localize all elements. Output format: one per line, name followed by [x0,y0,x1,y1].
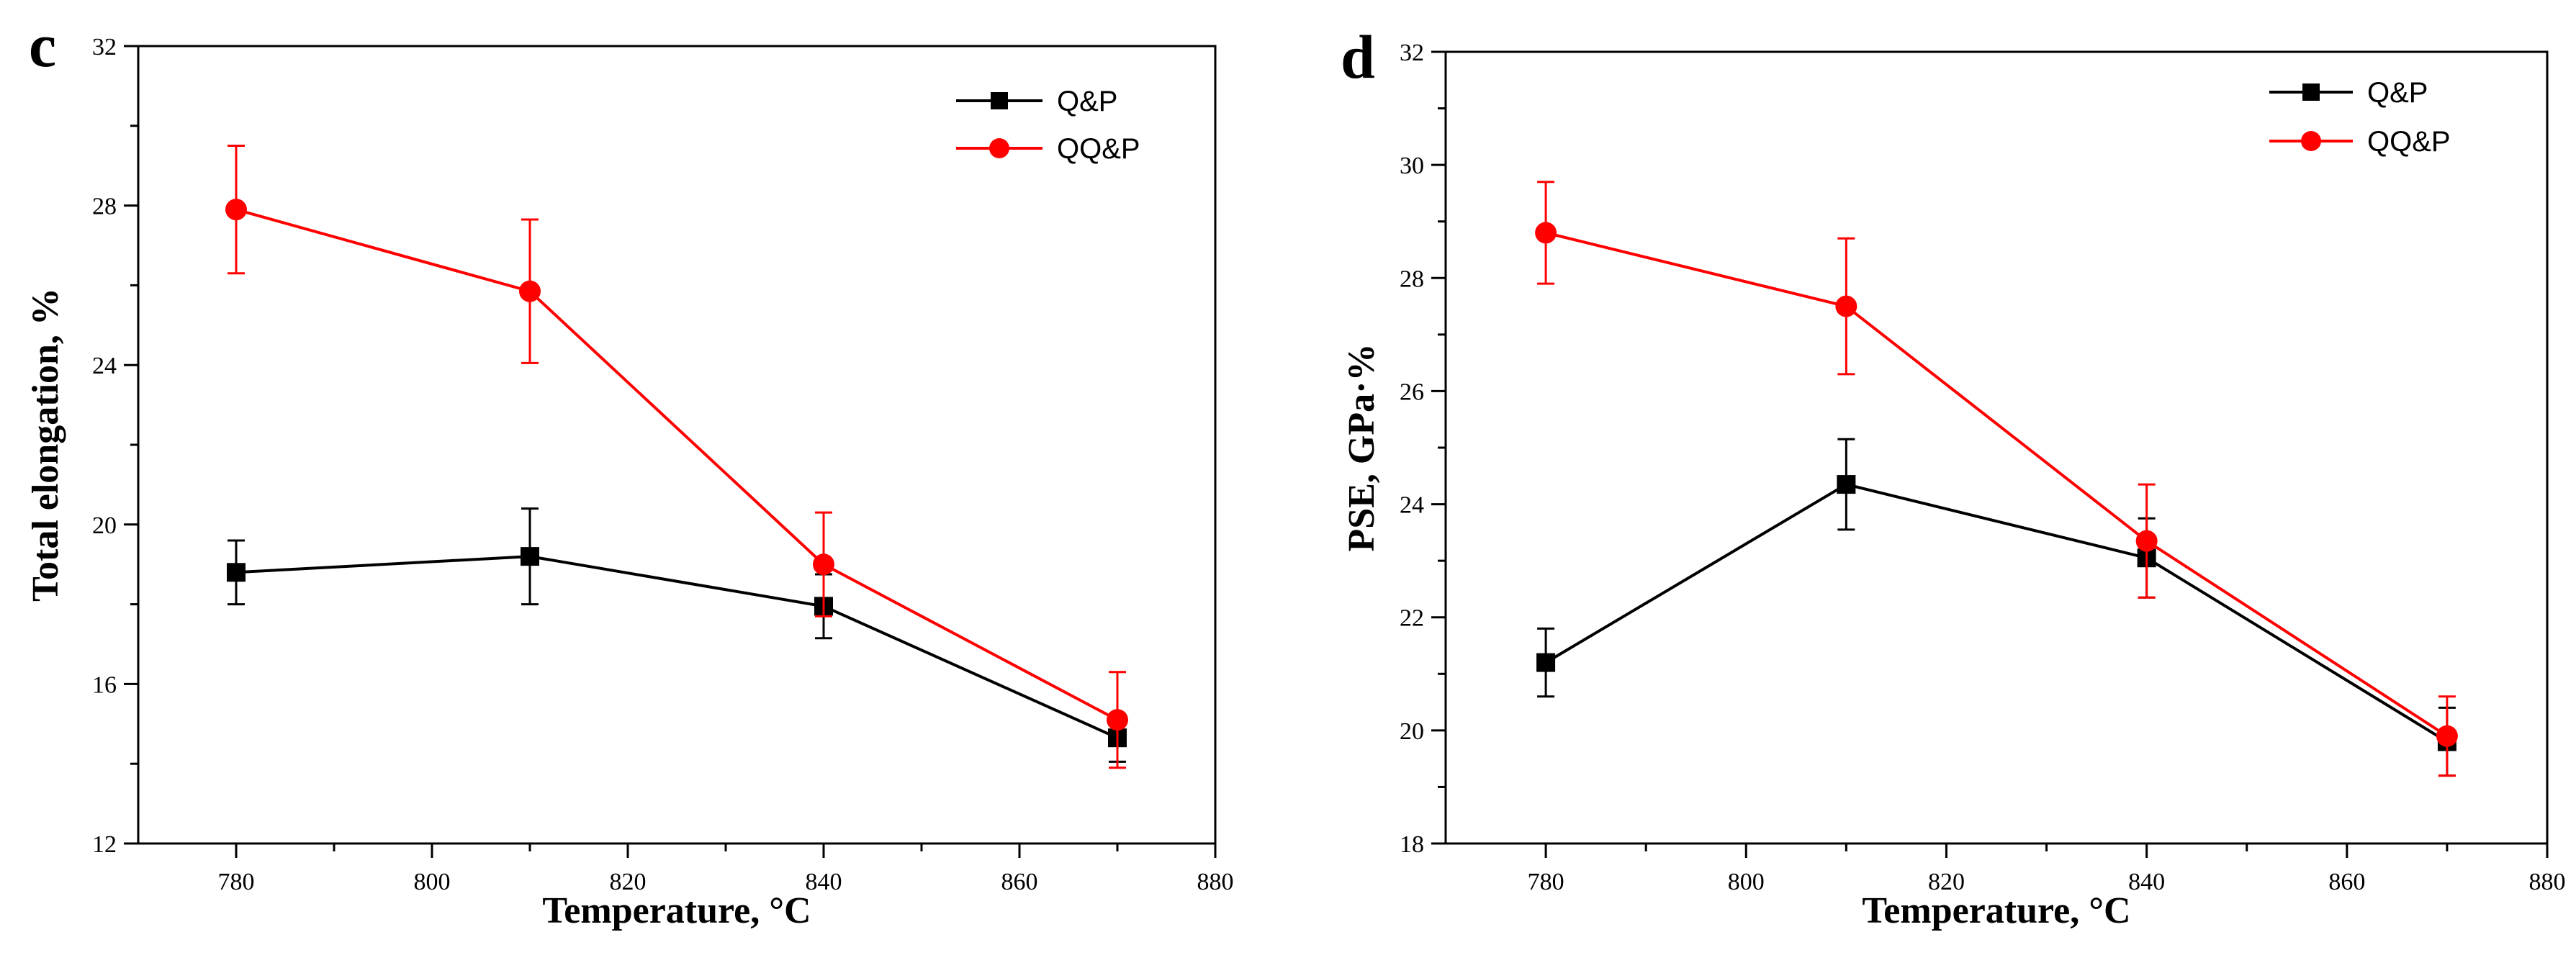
legend-label: QQ&P [1057,133,1140,165]
x-tick-label: 880 [1197,869,1234,895]
y-tick-label: 32 [92,34,117,60]
legend-label: Q&P [1057,86,1117,117]
x-tick-label: 860 [1001,869,1038,895]
y-tick-label: 28 [1400,266,1424,292]
legend-marker [991,92,1008,109]
plot-frame [1444,50,2549,845]
data-point [2135,530,2158,552]
data-point [225,199,247,221]
y-tick-label: 28 [92,194,117,220]
data-point [521,547,539,566]
y-tick-label: 22 [1400,605,1424,632]
x-tick-label: 800 [414,869,451,895]
panel-label: d [1341,22,1375,91]
x-tick-label: 820 [610,869,647,895]
data-point [227,563,246,582]
plot-frame [137,45,1217,845]
series-line [1545,231,2448,738]
y-tick-label: 12 [92,831,117,858]
legend-label: Q&P [2367,77,2428,109]
x-tick-label: 840 [806,869,842,895]
y-tick-label: 20 [1400,718,1424,745]
y-axis-title: Total elongation, % [25,288,66,602]
legend: Q&P QQ&P [2269,77,2451,158]
y-tick-label: 32 [1400,40,1424,66]
series-line [235,208,1118,722]
series-qqandp [225,145,1128,769]
y-tick-label: 24 [92,353,117,379]
legend-marker [2302,83,2320,101]
x-tick-label: 780 [218,869,255,895]
y-tick-label: 26 [1400,379,1424,405]
series-qandp [1536,438,2456,777]
series-qqandp [1535,181,2458,777]
legend-marker [2301,131,2321,151]
x-tick-label: 820 [1928,869,1965,895]
x-axis-title: Temperature, °C [542,890,811,931]
data-point [1536,653,1556,672]
y-tick-label: 30 [1400,153,1424,179]
panel-c: 780 800 820 840 860 880 12 16 20 24 28 32 Temperatur… [25,11,1234,931]
legend: Q&P QQ&P [956,86,1140,165]
data-point [519,280,541,302]
x-tick-label: 860 [2328,869,2365,895]
x-axis-title: Temperature, °C [1862,890,2130,931]
series-line [1545,482,2448,743]
data-point [1835,295,1857,317]
series-qandp [227,507,1127,763]
data-point [1837,475,1856,494]
x-tick-label: 780 [1528,869,1564,895]
legend-label: QQ&P [2367,126,2451,158]
y-tick-label: 16 [92,671,117,698]
y-tick-label: 18 [1400,831,1424,858]
panel-label: c [29,11,56,80]
data-point [1535,222,1557,244]
x-tick-label: 880 [2529,869,2566,895]
data-point [2436,725,2458,747]
panel-d: 780 800 820 840 860 880 18 20 22 24 26 28 30 32 Temper… [1341,22,2566,931]
y-axis-title: PSE, GPa·% [1341,344,1382,552]
y-tick-label: 20 [92,512,117,539]
x-tick-label: 840 [2128,869,2165,895]
legend-marker [989,138,1009,158]
y-tick-label: 24 [1400,492,1424,519]
data-point [813,553,834,576]
x-tick-label: 800 [1728,869,1765,895]
data-point [1107,709,1128,731]
series-line [235,555,1118,740]
